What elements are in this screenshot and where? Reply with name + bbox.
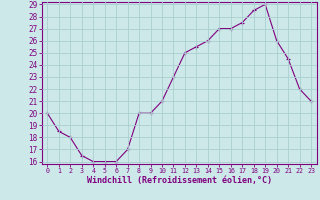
X-axis label: Windchill (Refroidissement éolien,°C): Windchill (Refroidissement éolien,°C): [87, 176, 272, 185]
